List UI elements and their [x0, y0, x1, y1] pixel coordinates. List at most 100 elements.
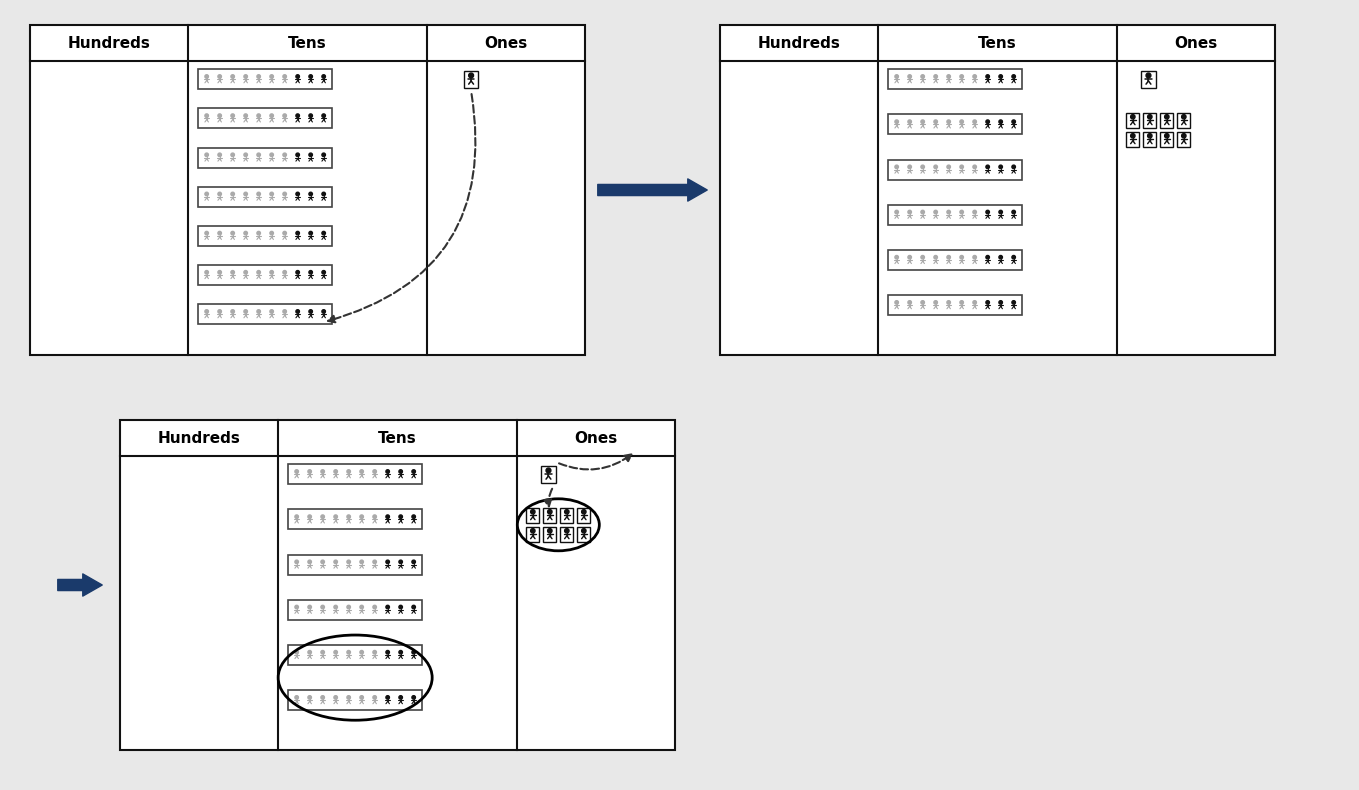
- Bar: [560, 508, 573, 523]
- Circle shape: [386, 605, 390, 609]
- Circle shape: [934, 120, 938, 123]
- Circle shape: [1012, 210, 1015, 214]
- FancyArrowPatch shape: [328, 94, 476, 322]
- Circle shape: [360, 650, 363, 654]
- Circle shape: [400, 470, 402, 473]
- FancyArrowPatch shape: [598, 179, 707, 201]
- Circle shape: [308, 270, 313, 274]
- Circle shape: [295, 470, 299, 473]
- Circle shape: [308, 560, 311, 563]
- Text: Ones: Ones: [1174, 36, 1218, 51]
- Circle shape: [530, 529, 535, 533]
- Circle shape: [372, 650, 376, 654]
- Circle shape: [295, 696, 299, 699]
- Circle shape: [400, 515, 402, 518]
- Circle shape: [296, 192, 299, 196]
- Circle shape: [1147, 134, 1152, 138]
- Circle shape: [334, 696, 337, 699]
- Circle shape: [322, 114, 325, 118]
- Circle shape: [548, 529, 552, 533]
- Circle shape: [896, 120, 898, 123]
- Circle shape: [908, 210, 912, 214]
- Bar: [198, 265, 332, 285]
- Circle shape: [257, 75, 261, 78]
- Bar: [288, 465, 423, 484]
- Circle shape: [582, 510, 586, 514]
- Circle shape: [231, 153, 235, 156]
- Circle shape: [308, 114, 313, 118]
- Circle shape: [347, 560, 351, 563]
- Circle shape: [257, 270, 261, 274]
- Circle shape: [295, 650, 299, 654]
- Circle shape: [999, 75, 1003, 78]
- Bar: [288, 690, 423, 710]
- Bar: [889, 250, 1022, 270]
- Bar: [463, 71, 478, 88]
- Circle shape: [231, 114, 235, 118]
- Circle shape: [308, 470, 311, 473]
- Circle shape: [321, 605, 325, 609]
- Circle shape: [985, 120, 989, 123]
- Circle shape: [959, 165, 964, 168]
- Circle shape: [908, 120, 912, 123]
- Bar: [544, 508, 556, 523]
- Circle shape: [283, 192, 287, 196]
- Circle shape: [308, 605, 311, 609]
- Circle shape: [412, 605, 416, 609]
- Circle shape: [959, 301, 964, 304]
- Text: Tens: Tens: [378, 431, 417, 446]
- Circle shape: [985, 255, 989, 259]
- Bar: [720, 25, 1275, 355]
- Circle shape: [360, 470, 363, 473]
- Circle shape: [908, 301, 912, 304]
- Circle shape: [947, 165, 950, 168]
- Bar: [1127, 132, 1139, 147]
- Bar: [526, 527, 540, 542]
- Circle shape: [1012, 120, 1015, 123]
- Circle shape: [999, 255, 1003, 259]
- Circle shape: [296, 270, 299, 274]
- Text: Ones: Ones: [575, 431, 617, 446]
- Circle shape: [360, 696, 363, 699]
- Circle shape: [231, 270, 235, 274]
- Circle shape: [959, 75, 964, 78]
- Circle shape: [308, 192, 313, 196]
- Circle shape: [546, 468, 550, 473]
- Circle shape: [308, 153, 313, 156]
- Bar: [889, 115, 1022, 134]
- Circle shape: [934, 210, 938, 214]
- Bar: [198, 108, 332, 129]
- Circle shape: [257, 153, 261, 156]
- Circle shape: [231, 310, 235, 313]
- Circle shape: [985, 301, 989, 304]
- Circle shape: [322, 192, 325, 196]
- Circle shape: [322, 310, 325, 313]
- Circle shape: [360, 515, 363, 518]
- Circle shape: [947, 255, 950, 259]
- Circle shape: [1165, 115, 1169, 119]
- Circle shape: [921, 75, 924, 78]
- Circle shape: [582, 529, 586, 533]
- Circle shape: [908, 165, 912, 168]
- Circle shape: [295, 560, 299, 563]
- Circle shape: [283, 231, 287, 235]
- Circle shape: [283, 114, 287, 118]
- Circle shape: [973, 75, 976, 78]
- Circle shape: [947, 210, 950, 214]
- Circle shape: [296, 114, 299, 118]
- Circle shape: [934, 255, 938, 259]
- Circle shape: [1146, 73, 1151, 78]
- Circle shape: [217, 310, 222, 313]
- Circle shape: [334, 560, 337, 563]
- Circle shape: [283, 270, 287, 274]
- Text: Tens: Tens: [978, 36, 1017, 51]
- Bar: [288, 510, 423, 529]
- Bar: [889, 205, 1022, 225]
- Circle shape: [934, 165, 938, 168]
- Circle shape: [308, 75, 313, 78]
- Circle shape: [999, 210, 1003, 214]
- Circle shape: [921, 120, 924, 123]
- Circle shape: [295, 605, 299, 609]
- Circle shape: [372, 696, 376, 699]
- Circle shape: [296, 231, 299, 235]
